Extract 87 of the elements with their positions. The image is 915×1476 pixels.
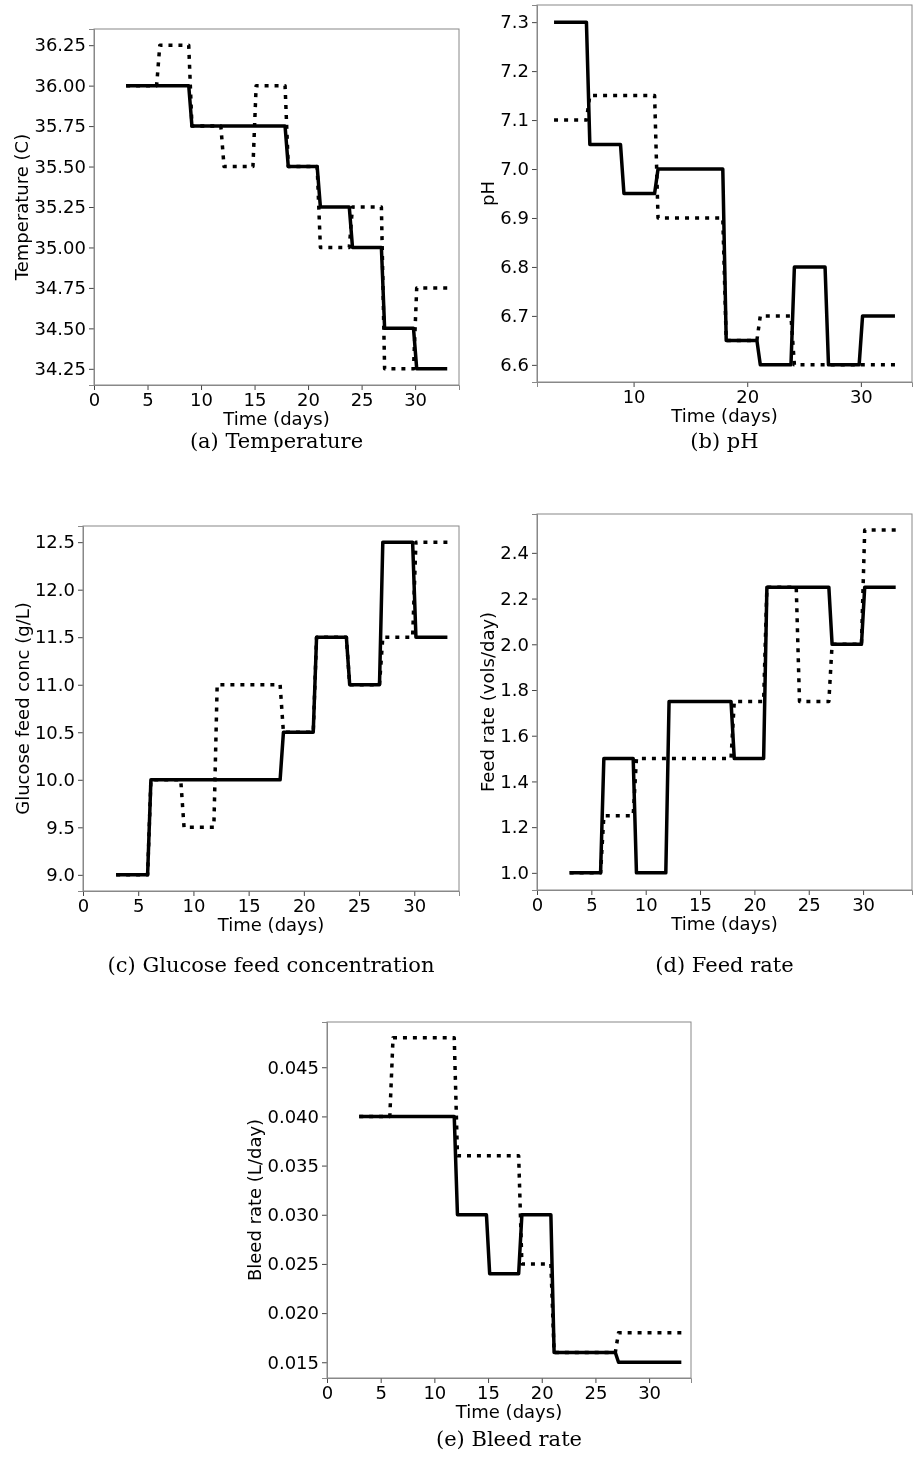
- y-tick-label: 6.7: [500, 305, 529, 327]
- y-axis-title: pH: [477, 181, 499, 206]
- x-tick-label: 15: [477, 1381, 501, 1403]
- x-tick-label: 10: [423, 1381, 447, 1403]
- x-tick-label: 5: [375, 1381, 387, 1403]
- y-tick-label: 7.3: [500, 11, 529, 33]
- y-tick-label: 6.6: [500, 354, 529, 376]
- y-tick-label: 35.25: [34, 196, 86, 218]
- x-tick-label: 0: [77, 894, 90, 916]
- x-tick-label: 30: [638, 1381, 662, 1403]
- y-tick-label: 1.6: [500, 724, 529, 746]
- y-tick-label: 0.040: [267, 1105, 319, 1127]
- x-tick-label: 10: [182, 894, 206, 916]
- x-tick-label: 5: [142, 388, 154, 410]
- y-tick-label: 0.030: [267, 1204, 319, 1226]
- y-tick-label: 12.0: [34, 578, 75, 600]
- x-tick-label: 30: [852, 893, 876, 915]
- y-tick-label: 0.035: [267, 1154, 319, 1176]
- x-tick-label: 20: [736, 385, 760, 407]
- x-tick-label: 30: [404, 388, 428, 410]
- y-tick-label: 6.8: [500, 256, 529, 278]
- x-axis-title: Time (days): [454, 1401, 563, 1422]
- text: (e) Bleed rate: [435, 1427, 583, 1451]
- y-tick-label: 34.75: [34, 277, 86, 299]
- x-tick-label: 25: [797, 893, 821, 915]
- y-tick-label: 2.2: [500, 587, 529, 609]
- y-tick-label: 36.00: [34, 74, 86, 96]
- y-tick-label: 1.8: [500, 679, 529, 701]
- x-tick-label: 0: [531, 893, 544, 915]
- y-tick-label: 0.020: [267, 1302, 319, 1324]
- y-tick-label: 2.0: [500, 633, 529, 655]
- x-tick-label: 10: [634, 893, 658, 915]
- y-tick-label: 0.015: [267, 1351, 319, 1373]
- x-tick-label: 5: [132, 894, 145, 916]
- x-tick-label: 20: [297, 388, 321, 410]
- text: (a) Temperature: [189, 429, 364, 453]
- text: (d) Feed rate: [655, 953, 794, 977]
- x-axis-title: Time (days): [670, 913, 778, 934]
- y-tick-label: 7.0: [500, 158, 529, 180]
- y-tick-label: 0.025: [267, 1253, 319, 1275]
- y-tick-label: 11.0: [34, 674, 75, 695]
- y-tick-label: 34.25: [34, 358, 86, 380]
- x-tick-label: 5: [586, 893, 598, 915]
- x-tick-label: 15: [243, 388, 267, 410]
- text: (b) pH: [690, 429, 759, 453]
- line-series: [552, 20, 897, 367]
- y-tick-label: 7.2: [500, 60, 529, 82]
- x-tick-label: 0: [321, 1381, 334, 1403]
- y-tick-label: 36.25: [34, 34, 86, 56]
- y-tick-label: 12.5: [34, 531, 75, 553]
- x-tick-label: 25: [350, 388, 374, 410]
- x-tick-label: 20: [530, 1381, 554, 1403]
- y-tick-label: 11.5: [34, 626, 75, 648]
- y-axis-title: Feed rate (vols/day): [477, 611, 499, 793]
- x-tick-label: 25: [584, 1381, 608, 1403]
- x-tick-label: 10: [622, 385, 646, 407]
- y-tick-label: 35.50: [34, 155, 86, 177]
- y-tick-label: 0.045: [267, 1056, 319, 1078]
- x-tick-label: 15: [689, 893, 712, 915]
- x-axis-title: Time (days): [222, 408, 330, 429]
- y-axis-title: Temperature (C): [11, 133, 33, 282]
- x-tick-label: 20: [743, 893, 767, 915]
- x-tick-label: 30: [849, 385, 873, 407]
- y-tick-label: 1.4: [500, 770, 529, 792]
- x-axis-title: Time (days): [216, 914, 325, 935]
- text: (c) Glucose feed concentration: [107, 953, 435, 977]
- y-axis-title: Glucose feed conc (g/L): [11, 602, 33, 815]
- x-tick-label: 30: [403, 894, 427, 916]
- x-tick-label: 25: [348, 894, 372, 916]
- y-tick-label: 9.0: [46, 864, 75, 886]
- x-tick-label: 20: [292, 894, 316, 916]
- y-axis-title: Bleed rate (L/day): [244, 1118, 266, 1282]
- x-tick-label: 10: [190, 388, 213, 410]
- y-tick-label: 10.5: [34, 721, 75, 743]
- x-tick-label: 15: [237, 894, 261, 916]
- y-tick-label: 10.0: [34, 769, 75, 791]
- y-tick-label: 34.50: [34, 317, 86, 339]
- y-tick-label: 35.00: [34, 236, 86, 258]
- y-tick-label: 7.1: [500, 109, 529, 131]
- y-tick-label: 2.4: [500, 542, 529, 564]
- y-tick-label: 1.0: [500, 862, 529, 884]
- x-tick-label: 0: [88, 388, 101, 410]
- y-tick-label: 9.5: [46, 816, 75, 838]
- y-tick-label: 1.2: [500, 816, 529, 838]
- x-axis-title: Time (days): [670, 405, 778, 426]
- y-tick-label: 35.75: [34, 115, 86, 137]
- y-tick-label: 6.9: [500, 207, 529, 229]
